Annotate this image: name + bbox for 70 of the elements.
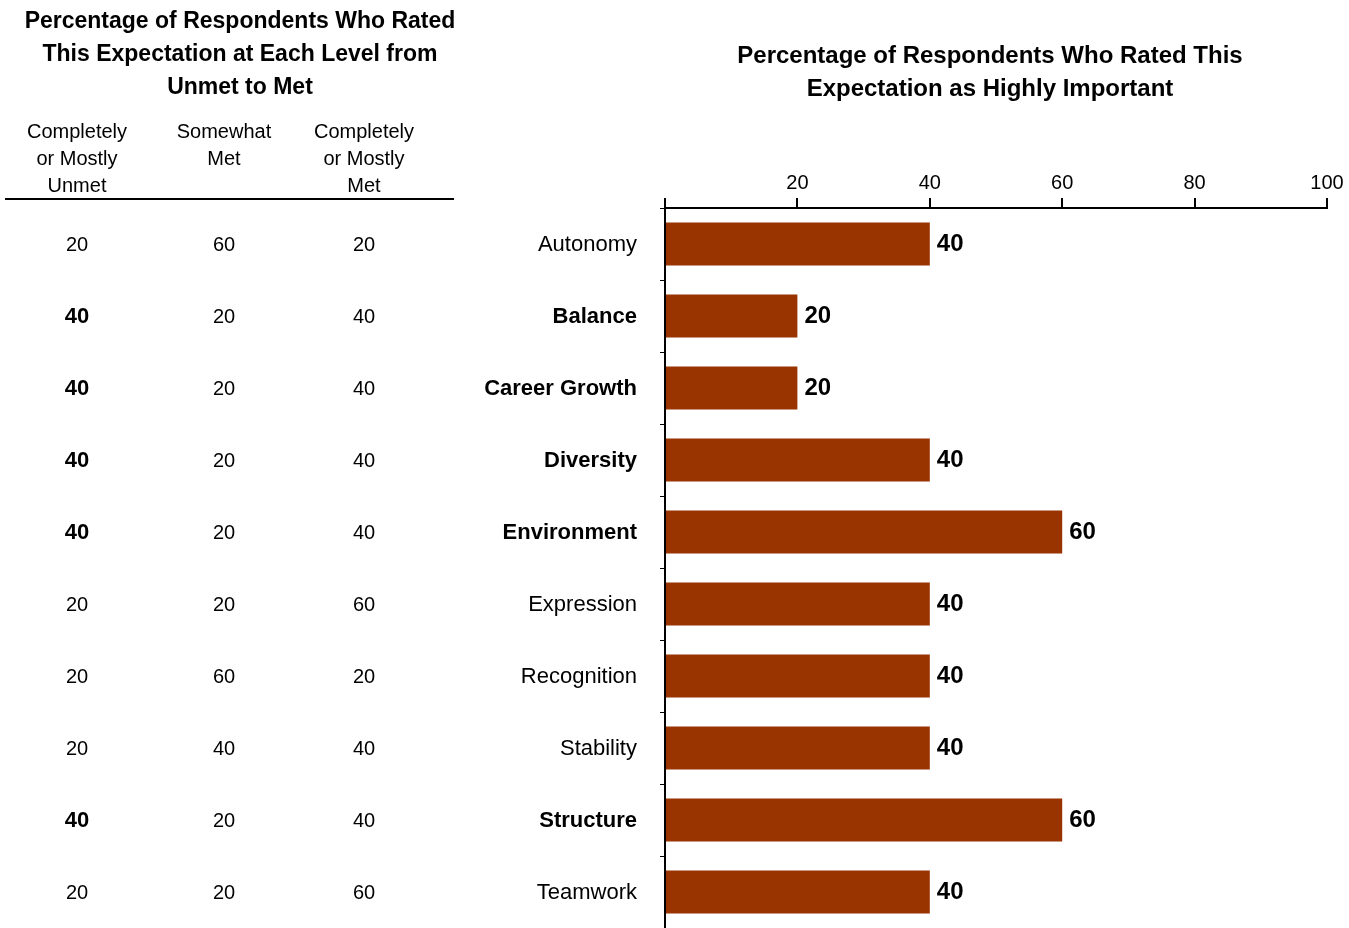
y-tick-label: Diversity xyxy=(543,447,637,473)
data-label: 20 xyxy=(64,880,90,904)
data-label: 20 xyxy=(351,232,377,256)
bar xyxy=(666,870,930,914)
data-label: 40 xyxy=(351,736,377,760)
bar xyxy=(666,222,930,266)
x-tick-label: 40 xyxy=(918,170,941,193)
data-label: 20 xyxy=(804,372,832,400)
y-tick-label: Teamwork xyxy=(535,879,637,905)
y-tick-label: Structure xyxy=(538,807,637,833)
data-label: 60 xyxy=(211,232,237,256)
x-tick-label: 20 xyxy=(786,170,809,193)
data-label: 40 xyxy=(63,807,91,833)
x-tick-label: 60 xyxy=(1051,170,1074,193)
data-label: 40 xyxy=(936,876,964,904)
data-label: 20 xyxy=(64,592,90,616)
x-tick-label: 80 xyxy=(1183,170,1206,193)
data-label: 20 xyxy=(211,880,237,904)
data-label: 40 xyxy=(936,228,964,256)
data-label: 20 xyxy=(211,808,237,832)
bar xyxy=(666,366,798,410)
data-label: 20 xyxy=(211,520,237,544)
data-label: 40 xyxy=(936,660,964,688)
x-tick-label: 100 xyxy=(1310,170,1344,193)
data-label: 40 xyxy=(351,376,377,400)
data-label: 20 xyxy=(211,304,237,328)
bar xyxy=(666,726,930,770)
data-label: 40 xyxy=(936,588,964,616)
data-label: 60 xyxy=(1069,804,1096,832)
data-label: 40 xyxy=(351,304,377,328)
data-label: 20 xyxy=(804,300,832,328)
data-label: 20 xyxy=(351,664,377,688)
chart-title: Percentage of Respondents Who Rated This Expectation at Each Level from Unmet to Met xyxy=(23,6,457,101)
x-tick-label: Completely or Mostly Unmet xyxy=(25,119,128,198)
data-label: 20 xyxy=(64,664,90,688)
y-tick-label: Autonomy xyxy=(536,231,637,257)
y-tick-label: Recognition xyxy=(519,663,637,689)
y-tick-label: Stability xyxy=(558,735,637,761)
y-tick-label: Expression xyxy=(527,591,637,617)
data-label: 60 xyxy=(1069,516,1096,544)
data-label: 40 xyxy=(351,808,377,832)
bar xyxy=(666,438,930,482)
data-label: 60 xyxy=(211,664,237,688)
data-label: 60 xyxy=(351,592,377,616)
data-label: 40 xyxy=(211,736,237,760)
y-tick-label: Environment xyxy=(501,519,637,545)
bar xyxy=(666,582,930,626)
data-label: 40 xyxy=(63,303,91,329)
bar xyxy=(666,294,798,338)
data-label: 40 xyxy=(63,447,91,473)
data-label: 40 xyxy=(63,519,91,545)
bar xyxy=(666,510,1063,554)
x-tick-label: Somewhat Met xyxy=(175,119,273,171)
bar xyxy=(666,798,1063,842)
chart-title: Percentage of Respondents Who Rated This Expectation as Highly Important xyxy=(736,40,1244,103)
data-label: 40 xyxy=(351,520,377,544)
y-tick-label: Career Growth xyxy=(483,375,637,401)
bar xyxy=(666,654,930,698)
data-label: 20 xyxy=(211,376,237,400)
y-tick-label: Balance xyxy=(551,303,637,329)
data-label: 20 xyxy=(211,592,237,616)
data-label: 40 xyxy=(63,375,91,401)
data-label: 20 xyxy=(211,448,237,472)
data-label: 20 xyxy=(64,736,90,760)
data-label: 20 xyxy=(64,232,90,256)
data-label: 40 xyxy=(936,444,964,472)
data-label: 40 xyxy=(351,448,377,472)
x-tick-label: Completely or Mostly Met xyxy=(312,119,415,198)
data-label: 40 xyxy=(936,732,964,760)
data-label: 60 xyxy=(351,880,377,904)
